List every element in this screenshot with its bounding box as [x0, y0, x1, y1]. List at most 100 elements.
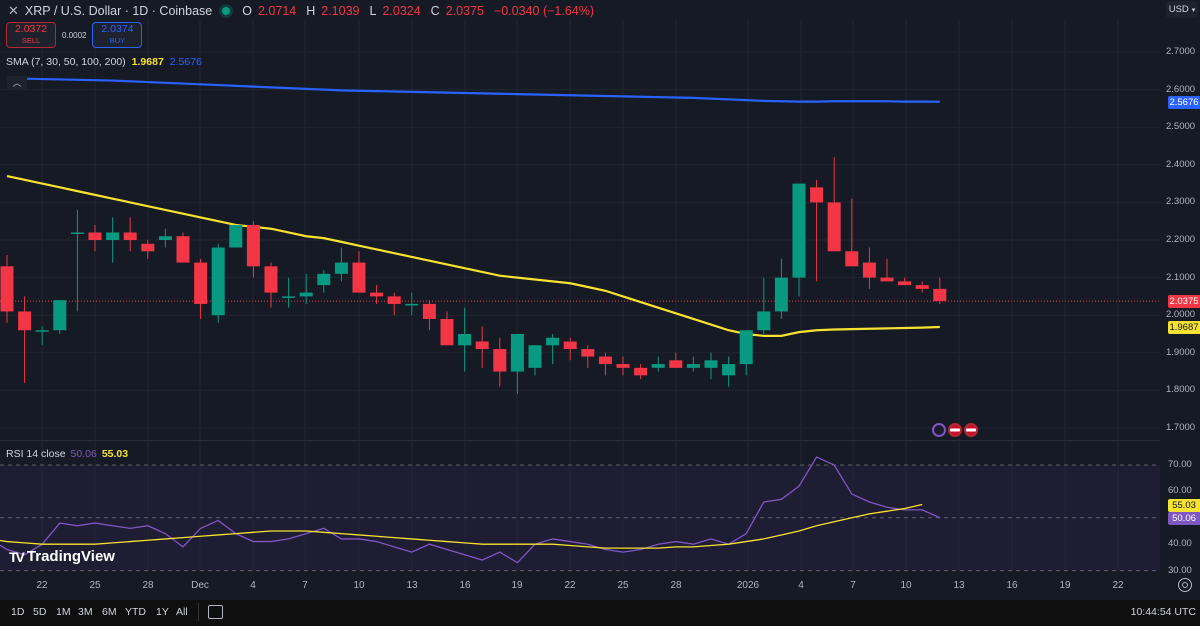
candle-body [18, 311, 32, 331]
candle-body [898, 281, 912, 286]
candle-body [915, 285, 929, 289]
candle-body [211, 247, 225, 316]
candle-body [405, 303, 419, 306]
price-tick-label: 2.7000 [1166, 46, 1196, 57]
time-tick-label: 22 [564, 580, 576, 591]
range-button-1d[interactable]: 1D [11, 606, 25, 618]
price-tick-label: 2.5000 [1166, 121, 1196, 133]
open-label: O [242, 4, 252, 18]
calendar-icon[interactable] [208, 605, 223, 619]
candle-body [299, 292, 313, 297]
rsi-value: 50.06 [70, 448, 97, 460]
pane-divider [0, 440, 1160, 441]
candle-body [387, 296, 401, 304]
candle-body [35, 330, 49, 332]
candle-body [123, 232, 137, 240]
candle-body [862, 262, 876, 278]
sma-legend[interactable]: SMA (7, 30, 50, 100, 200) 1.9687 2.5676 [6, 56, 202, 68]
price-tick-label: 2.2000 [1166, 234, 1196, 245]
time-tick-label: 13 [406, 580, 418, 591]
time-tick-label: 16 [1006, 580, 1018, 591]
low-label: L [369, 4, 377, 18]
sell-button[interactable]: 2.0372 SELL [6, 22, 56, 48]
range-button-5d[interactable]: 5D [33, 606, 47, 618]
candle-body [528, 345, 542, 368]
x-icon[interactable]: ✕ [8, 3, 19, 18]
low-value: 2.0324 [382, 4, 421, 18]
candle-body [792, 183, 806, 278]
candle-body [651, 364, 665, 368]
time-tick-label: 19 [511, 580, 523, 591]
candle-body [827, 202, 841, 252]
high-label: H [306, 4, 316, 18]
rsi-tag: 50.06 [1168, 511, 1200, 525]
candle-body [704, 360, 718, 368]
time-tick-label: 4 [798, 580, 804, 591]
currency-selector[interactable]: USD ▾ [1166, 1, 1198, 18]
candle-body [246, 224, 260, 267]
time-tick-label: 7 [850, 580, 856, 591]
clock[interactable]: 10:44:54 UTC [1130, 606, 1196, 618]
buy-label: BUY [109, 36, 126, 45]
rsi-line [0, 503, 923, 549]
gear-icon[interactable] [1178, 578, 1192, 592]
sma-line [6, 77, 940, 103]
range-button-all[interactable]: All [176, 606, 188, 618]
time-tick-label: 19 [1059, 580, 1071, 591]
time-tick-label: 7 [302, 580, 308, 591]
buy-price: 2.0374 [101, 23, 134, 35]
candle-body [686, 364, 700, 368]
bottom-toolbar [0, 600, 1200, 626]
candle-body [634, 367, 648, 376]
sma-value-blue: 2.5676 [169, 56, 202, 68]
candle-body [669, 360, 683, 368]
candle-body [317, 273, 331, 286]
candle-body [880, 277, 894, 282]
candle-body [229, 224, 243, 248]
chart-canvas[interactable] [0, 0, 1200, 600]
candle-body [933, 288, 947, 302]
page-edge [0, 626, 1200, 632]
price-tick-label: 2.0000 [1166, 309, 1196, 321]
candle-body [546, 337, 560, 346]
candle-body [88, 232, 102, 240]
candle-body [722, 364, 736, 376]
range-button-3m[interactable]: 3M [78, 606, 93, 618]
price-tag: 2.0375 [1168, 295, 1200, 309]
chevron-up-icon: ︿ [12, 78, 22, 88]
candle-body [106, 232, 120, 240]
close-value: 2.0375 [445, 4, 484, 18]
price-tick-label: 2.6000 [1166, 83, 1196, 95]
us-flag-event-icon[interactable] [964, 423, 978, 437]
us-flag-event-icon[interactable] [948, 423, 962, 437]
candle-body [739, 330, 753, 365]
flash-event-icon[interactable] [932, 423, 946, 437]
candle-body [0, 266, 14, 312]
buy-button[interactable]: 2.0374 BUY [92, 22, 143, 48]
candle-body [264, 266, 278, 293]
rsi-legend[interactable]: RSI 14 close 50.06 55.03 [6, 448, 128, 460]
candle-body [422, 303, 436, 319]
range-button-1m[interactable]: 1M [56, 606, 71, 618]
candle-body [616, 364, 630, 368]
candle-body [176, 236, 190, 263]
sma-line [6, 175, 940, 337]
candle-body [563, 341, 577, 350]
candle-body [598, 356, 612, 365]
price-tick-label: 2.3000 [1166, 196, 1196, 208]
range-button-ytd[interactable]: YTD [125, 606, 146, 618]
change-value: −0.0340 (−1.64%) [493, 4, 595, 18]
candle-body [53, 300, 67, 331]
high-value: 2.1039 [321, 4, 360, 18]
price-tag: 1.9687 [1168, 320, 1200, 334]
tradingview-logo[interactable]: TV TradingView [9, 548, 115, 565]
rsi-ma-value: 55.03 [101, 448, 129, 460]
range-button-6m[interactable]: 6M [102, 606, 117, 618]
time-tick-label: 22 [1112, 580, 1124, 591]
range-button-1y[interactable]: 1Y [156, 606, 169, 618]
time-tick-label: 2026 [736, 580, 760, 591]
symbol-title[interactable]: XRP / U.S. Dollar · 1D · Coinbase [24, 4, 213, 18]
candle-body [440, 318, 454, 346]
collapse-indicators-button[interactable]: ︿ [7, 76, 27, 89]
time-tick-label: 16 [459, 580, 471, 591]
